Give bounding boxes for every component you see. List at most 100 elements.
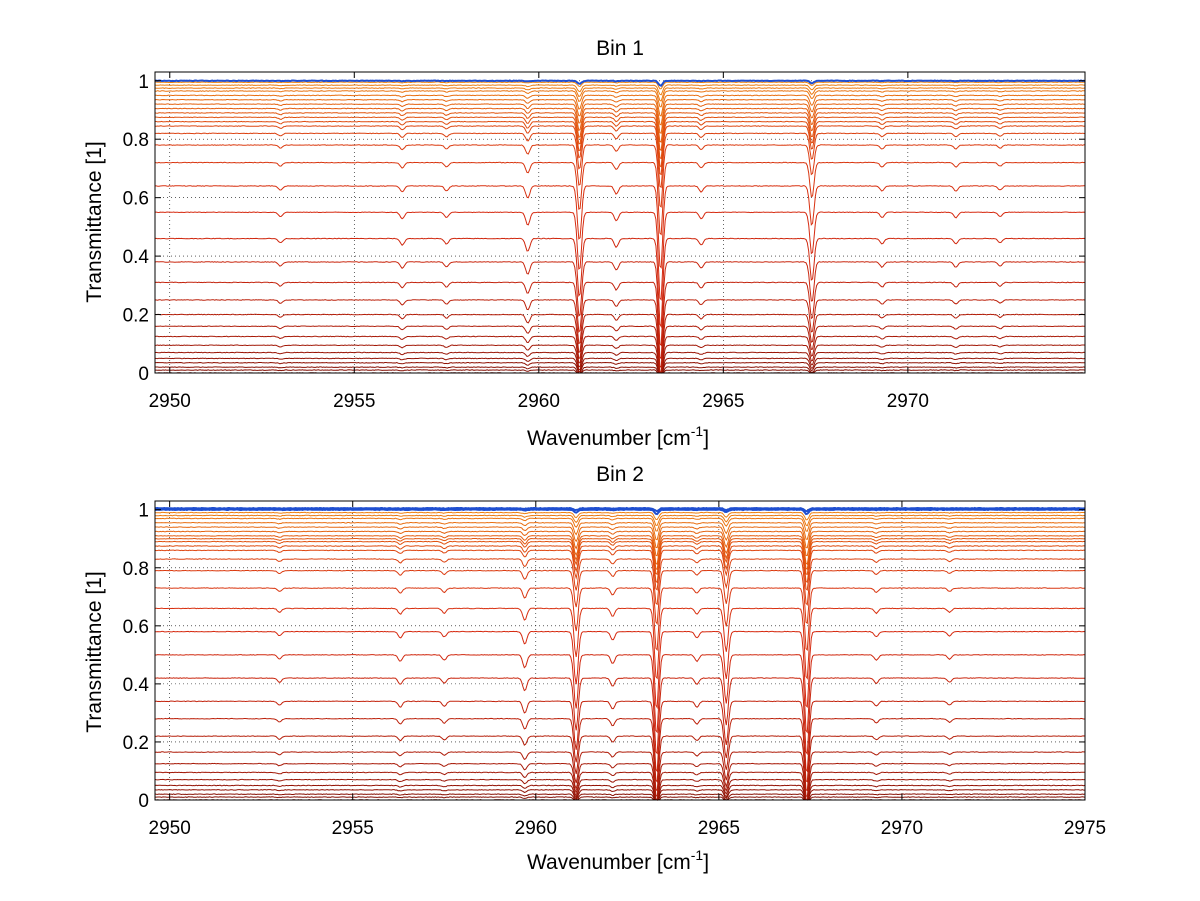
series-line [154, 116, 1086, 160]
y-axis-label: Transmittance [1] [83, 571, 106, 732]
series-line [154, 735, 1086, 793]
series-line [155, 654, 1086, 734]
x-tick-label: 2975 [1064, 818, 1106, 839]
series-line [154, 357, 1086, 374]
series-line [154, 87, 1086, 102]
series-line [154, 313, 1086, 374]
y-tick-label: 0 [138, 364, 149, 385]
chart-title: Bin 2 [596, 463, 644, 486]
axes-frame [154, 71, 1086, 374]
x-axis-label: Wavenumber [cm-1] [527, 423, 709, 450]
series-line [154, 508, 1086, 516]
series-line [154, 112, 1086, 151]
x-ticks: 2950 2955 2960 2965 2970 [149, 72, 929, 412]
y-tick-label: 0.2 [123, 306, 149, 327]
series-line [154, 517, 1086, 532]
x-ticks: 2950 2955 2960 2965 2970 2975 [149, 501, 1106, 839]
y-ticks: 0 0.2 0.4 0.6 0.8 1 [123, 501, 1085, 812]
series-line [155, 107, 1086, 143]
y-tick-label: 1 [138, 501, 149, 522]
series-line [155, 511, 1086, 521]
series-line [154, 751, 1086, 798]
series-line [155, 132, 1086, 189]
series-line [154, 762, 1086, 801]
series-line [154, 789, 1085, 801]
series-line [155, 677, 1085, 756]
series-line [154, 281, 1086, 360]
series-line [155, 717, 1085, 783]
series-line [154, 793, 1086, 801]
x-tick-label: 2970 [887, 391, 929, 412]
y-tick-label: 0.4 [123, 675, 150, 696]
x-tick-label: 2950 [149, 818, 191, 839]
y-tick-label: 0.6 [123, 617, 149, 638]
series-line [154, 537, 1086, 570]
series-line [154, 351, 1086, 374]
series-line [154, 161, 1086, 236]
y-tick-label: 0.4 [123, 247, 150, 268]
series-line [154, 540, 1086, 576]
x-tick-label: 2950 [149, 391, 191, 412]
series-line [154, 361, 1085, 374]
series-line [154, 325, 1086, 374]
series-line [154, 120, 1086, 168]
series-line [155, 630, 1086, 710]
series-line [155, 237, 1086, 329]
series-line [155, 796, 1086, 801]
series-line [154, 545, 1086, 584]
series-line [154, 569, 1085, 626]
y-ticks: 0 0.2 0.4 0.6 0.8 1 [123, 72, 1085, 385]
x-axis-label: Wavenumber [cm-1] [527, 847, 709, 874]
series-line [154, 549, 1086, 591]
y-tick-label: 0.2 [123, 733, 149, 754]
series-line [154, 778, 1086, 801]
series-line [154, 261, 1086, 347]
y-tick-label: 0.8 [123, 559, 149, 580]
series-line [154, 144, 1086, 208]
x-tick-label: 2955 [332, 818, 374, 839]
series-line [155, 514, 1086, 527]
series-line [154, 84, 1085, 96]
series-line [155, 79, 1086, 87]
series-line [154, 558, 1086, 606]
axes-frame [154, 500, 1086, 801]
series-line [154, 521, 1086, 541]
x-tick-label: 2970 [881, 818, 923, 839]
series-line [154, 94, 1086, 117]
series-line [154, 534, 1085, 566]
series-line [154, 526, 1085, 549]
y-tick-label: 0 [138, 791, 149, 812]
y-axis-label: Transmittance [1] [83, 141, 106, 302]
series-line [155, 211, 1086, 301]
series-line [154, 299, 1086, 369]
y-tick-label: 1 [138, 72, 149, 93]
chart-title: Bin 1 [596, 37, 644, 60]
series-line [154, 607, 1085, 680]
y-tick-label: 0.6 [123, 189, 149, 210]
series-line [154, 530, 1086, 557]
series-line [155, 366, 1086, 374]
series-line [154, 700, 1086, 773]
x-tick-label: 2965 [698, 818, 740, 839]
series-line [155, 369, 1086, 374]
series-line [155, 125, 1086, 176]
series-line [154, 335, 1085, 374]
series-line [154, 90, 1086, 108]
x-tick-label: 2965 [702, 391, 744, 412]
series-line [154, 771, 1085, 801]
chart-panel-bin-2: Bin 2 2950 2955 2960 2965 2970 2975 0 0.2 0.4 0.… [83, 463, 1106, 874]
series-group [154, 79, 1086, 374]
y-tick-label: 0.8 [123, 130, 149, 151]
x-tick-label: 2960 [518, 391, 560, 412]
series-line [154, 784, 1086, 801]
x-tick-label: 2955 [333, 391, 375, 412]
series-line [155, 185, 1085, 269]
series-line [154, 506, 1086, 513]
series-line [154, 98, 1086, 126]
series-line [154, 344, 1086, 374]
series-line [155, 103, 1085, 134]
x-tick-label: 2960 [515, 818, 557, 839]
series-line [155, 587, 1086, 652]
